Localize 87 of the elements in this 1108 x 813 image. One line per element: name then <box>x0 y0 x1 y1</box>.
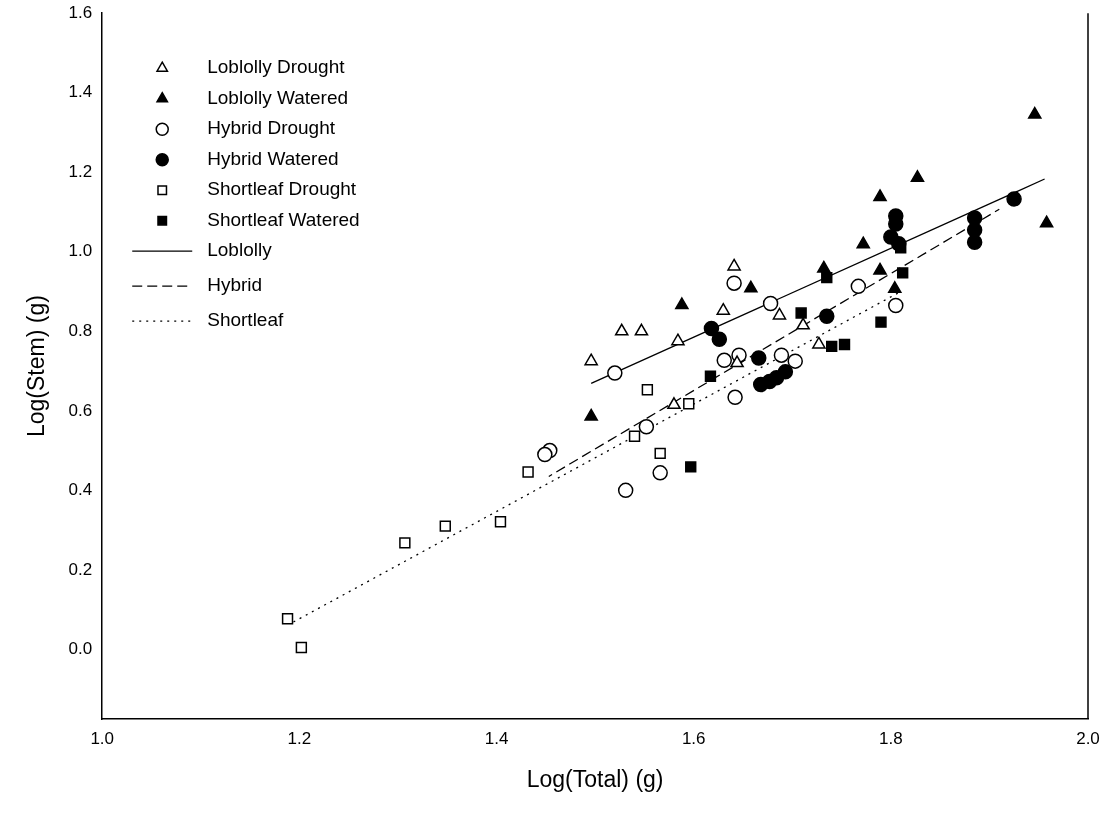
x-tick-label: 1.2 <box>287 728 312 748</box>
point <box>675 297 689 310</box>
point <box>703 320 720 337</box>
point <box>762 295 779 312</box>
point <box>777 364 794 380</box>
point <box>439 520 451 532</box>
point <box>1039 215 1054 228</box>
point <box>1006 191 1022 207</box>
y-tick-label: 0.6 <box>68 400 93 420</box>
legend-label: Loblolly Drought <box>207 56 346 78</box>
y-tick-label: 0.8 <box>68 320 93 340</box>
y-axis-title: Log(Stem) (g) <box>23 295 50 438</box>
x-tick-label: 1.0 <box>90 728 115 748</box>
point <box>584 408 598 421</box>
point <box>796 317 810 330</box>
legend-label: Hybrid <box>207 274 263 296</box>
point <box>744 280 758 293</box>
point <box>522 466 534 478</box>
point <box>584 353 598 366</box>
point <box>966 234 983 250</box>
point <box>654 447 666 460</box>
point <box>910 170 925 183</box>
point <box>875 316 887 328</box>
point <box>890 236 907 252</box>
point <box>817 260 831 273</box>
y-tick-label: 1.6 <box>68 2 93 22</box>
point <box>730 355 744 368</box>
point <box>711 331 728 348</box>
point <box>888 297 904 314</box>
legend-label: Shortleaf Watered <box>207 208 360 230</box>
point <box>614 323 629 336</box>
point <box>795 307 807 319</box>
y-tick-label: 1.4 <box>68 82 93 102</box>
x-tick-label: 1.6 <box>681 728 706 748</box>
x-tick-label: 1.8 <box>879 728 903 748</box>
point <box>819 308 835 324</box>
y-tick-label: 1.0 <box>68 241 93 261</box>
point <box>887 281 902 294</box>
point <box>281 613 294 625</box>
point <box>634 323 649 336</box>
point <box>607 365 623 381</box>
point <box>826 340 838 353</box>
point <box>1027 106 1042 119</box>
point <box>617 482 634 499</box>
point <box>873 189 887 202</box>
point <box>683 397 695 410</box>
point <box>873 262 887 275</box>
point <box>726 275 742 291</box>
point <box>856 236 871 249</box>
legend-label: Loblolly Watered <box>207 86 349 108</box>
point <box>628 430 641 442</box>
point <box>727 389 743 406</box>
point <box>295 641 308 654</box>
legend-label: Hybrid Drought <box>207 117 336 139</box>
x-tick-label: 2.0 <box>1076 728 1100 748</box>
point <box>685 461 697 473</box>
point <box>751 350 767 366</box>
legend-label: Shortleaf <box>207 309 284 331</box>
point <box>537 446 553 463</box>
legend-label: Hybrid Watered <box>207 147 339 169</box>
x-tick-label: 1.4 <box>484 728 509 748</box>
point <box>652 465 668 481</box>
point <box>850 278 867 295</box>
point <box>638 418 655 435</box>
legend-label: Shortleaf Drought <box>207 178 357 200</box>
legend-label: Loblolly <box>207 239 273 261</box>
x-axis-title: Log(Total) (g) <box>526 765 664 792</box>
point <box>772 307 787 320</box>
point <box>838 338 851 351</box>
point <box>727 258 741 271</box>
point <box>399 537 411 549</box>
y-tick-label: 0.0 <box>68 639 93 659</box>
y-tick-label: 0.4 <box>68 480 93 500</box>
y-tick-label: 0.2 <box>68 559 93 579</box>
point <box>641 384 654 396</box>
point <box>812 336 826 349</box>
point <box>773 347 790 363</box>
point <box>966 222 983 238</box>
point <box>494 516 507 528</box>
point <box>671 333 685 346</box>
point <box>667 397 681 410</box>
point <box>716 352 732 369</box>
y-tick-label: 1.2 <box>68 161 93 181</box>
point <box>787 353 803 369</box>
point <box>896 267 909 279</box>
point <box>716 302 731 315</box>
point <box>704 370 717 382</box>
